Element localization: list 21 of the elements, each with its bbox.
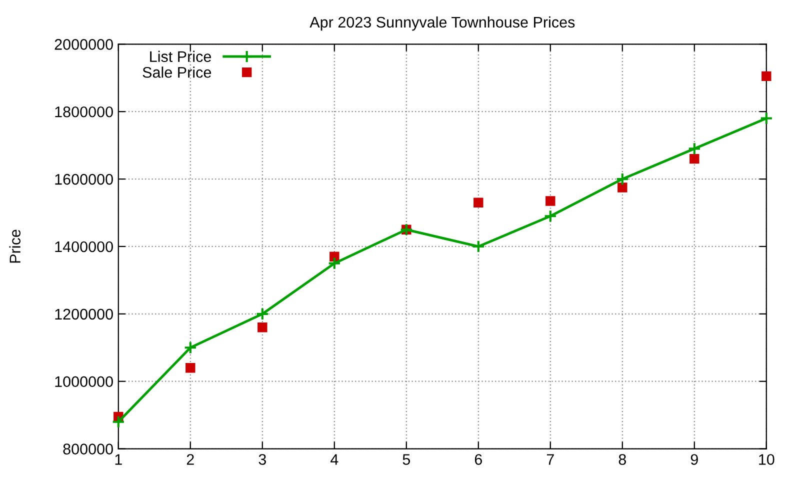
x-tick-label: 4 <box>330 454 338 465</box>
x-tick-label: 10 <box>759 454 774 465</box>
legend-label: Sale Price <box>142 66 212 78</box>
x-tick-label: 5 <box>402 454 410 465</box>
y-tick-label: 800000 <box>63 444 113 454</box>
x-tick-label: 3 <box>258 454 266 465</box>
y-tick-label: 1000000 <box>55 376 113 388</box>
y-tick-label: 1800000 <box>55 106 113 118</box>
y-tick-label: 2000000 <box>54 39 113 50</box>
x-tick-label: 7 <box>546 454 554 465</box>
x-tick-label: 8 <box>618 454 626 465</box>
y-axis-title: Price <box>9 230 20 263</box>
y-tick-label: 1600000 <box>55 174 113 185</box>
y-tick-label: 1400000 <box>55 241 113 252</box>
y-tick-label: 1200000 <box>55 308 113 320</box>
x-tick-label: 2 <box>186 454 194 465</box>
chart-title: Apr 2023 Sunnyvale Townhouse Prices <box>310 16 575 31</box>
x-tick-label: 1 <box>115 454 122 465</box>
legend-label: List Price <box>150 50 212 62</box>
x-tick-label: 9 <box>690 454 698 465</box>
x-tick-label: 6 <box>474 454 482 465</box>
